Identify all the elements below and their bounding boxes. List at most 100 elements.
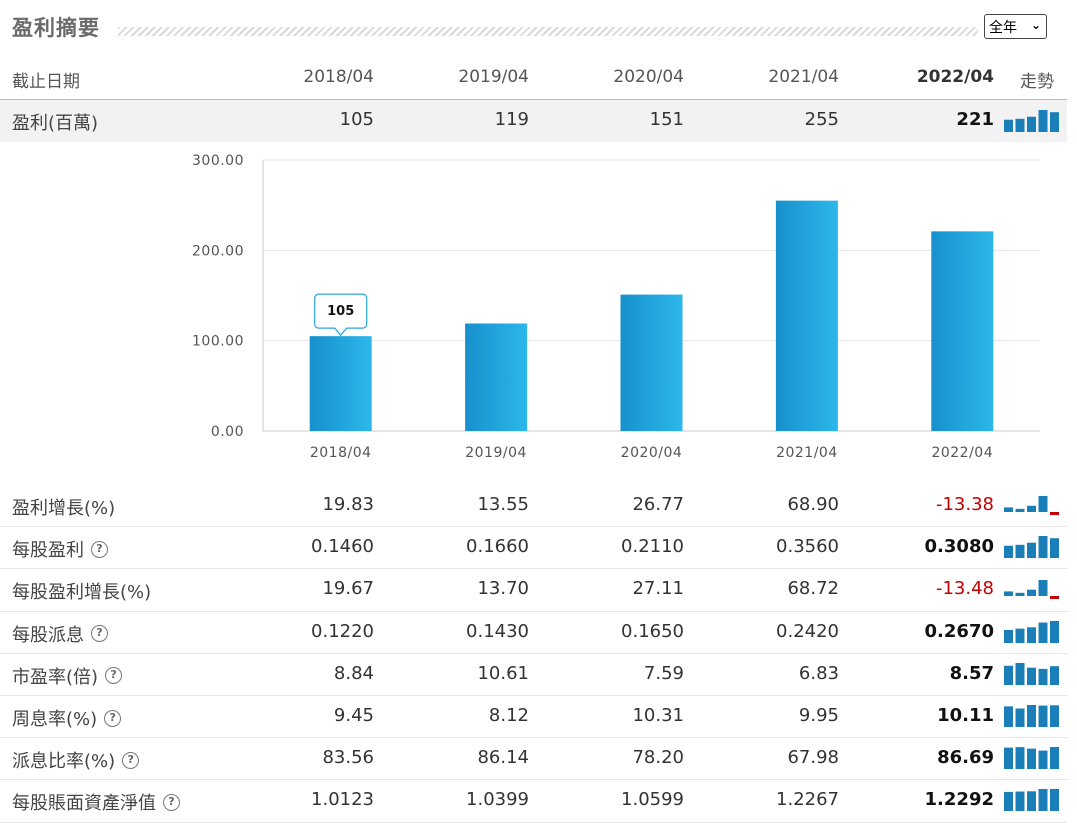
date-header: 2018/04	[303, 67, 374, 87]
metric-row[interactable]: 每股賬面資產淨值? 1.0123 1.0399 1.0599 1.2267 1.2292	[0, 780, 1067, 823]
profit-value: 255	[804, 109, 839, 130]
sparkline-bar	[1027, 748, 1036, 770]
sparkline-bar	[1050, 596, 1059, 600]
sparkline-bar	[1004, 706, 1013, 727]
metric-row[interactable]: 派息比率(%)? 83.56 86.14 78.20 67.98 86.69	[0, 738, 1067, 781]
x-tick-label: 2021/04	[776, 445, 838, 461]
metric-value: 27.11	[632, 578, 684, 600]
metric-value: 13.55	[477, 494, 529, 515]
profit-value: 221	[956, 109, 994, 130]
metric-value: 1.2267	[776, 789, 839, 811]
metric-value: 1.0123	[311, 789, 374, 811]
period-select[interactable]: 全年 ⌄	[984, 14, 1047, 39]
profit-row[interactable]: 盈利(百萬) 105 119 151 255 221	[0, 100, 1067, 142]
profit-value: 151	[649, 109, 684, 130]
metric-value: 86.14	[477, 747, 529, 769]
help-icon[interactable]: ?	[104, 709, 122, 727]
metric-label-text: 每股盈利增長(%)	[12, 582, 152, 604]
metric-sparkline	[1004, 747, 1059, 770]
metric-row[interactable]: 周息率(%)? 9.45 8.12 10.31 9.95 10.11	[0, 696, 1067, 739]
metric-row[interactable]: 每股派息? 0.1220 0.1430 0.1650 0.2420 0.2670	[0, 612, 1067, 654]
sparkline-bar	[1027, 705, 1036, 727]
sparkline-bar	[1015, 747, 1025, 770]
metric-value: 78.20	[632, 747, 684, 769]
profit-value: 119	[494, 109, 529, 130]
y-tick-label: 300.00	[192, 153, 244, 169]
section-header: 盈利摘要 全年 ⌄	[0, 0, 1077, 52]
metric-label: 盈利增長(%)	[12, 494, 115, 520]
sparkline-bar	[1050, 705, 1059, 727]
profit-bar-chart: 0.00 100.00 200.00 300.00 2018/04 105 2019/04 2…	[192, 153, 1040, 461]
metric-row[interactable]: 每股盈利增長(%) 19.67 13.70 27.11 68.72 -13.48	[0, 569, 1067, 612]
metric-value: 10.31	[632, 705, 684, 726]
metric-value: 9.95	[798, 705, 839, 726]
help-icon[interactable]: ?	[91, 625, 108, 643]
chart-bar	[309, 336, 372, 431]
help-icon[interactable]: ?	[163, 793, 180, 811]
metric-value: 13.70	[477, 578, 529, 600]
metric-value: 0.2420	[776, 620, 839, 642]
sparkline-bar	[1004, 629, 1013, 643]
sparkline-bar	[1004, 665, 1013, 685]
period-select-value: 全年	[989, 19, 1017, 36]
help-icon[interactable]: ?	[122, 751, 140, 769]
sparkline-bar	[1015, 708, 1025, 727]
chevron-down-icon: ⌄	[1030, 18, 1041, 32]
sparkline-bar	[1015, 791, 1025, 812]
metric-label-text: 周息率(%)	[12, 709, 98, 730]
metric-label: 周息率(%)?	[12, 705, 122, 731]
title-divider	[118, 27, 978, 36]
x-tick-label: 2018/04	[310, 445, 372, 461]
sparkline-bar	[1004, 747, 1013, 770]
metric-label: 每股盈利增長(%)	[12, 578, 151, 604]
sparkline-bar	[1050, 620, 1059, 643]
section-title: 盈利摘要	[12, 16, 100, 40]
sparkline-bar	[1038, 789, 1048, 812]
date-header-label: 截止日期	[12, 72, 80, 92]
metric-row[interactable]: 每股盈利? 0.1460 0.1660 0.2110 0.3560 0.3080	[0, 527, 1067, 570]
metric-sparkline	[1004, 580, 1059, 600]
metric-label-text: 每股賬面資產淨值	[12, 793, 156, 815]
sparkline-bar	[1004, 545, 1013, 559]
sparkline-bar	[1038, 496, 1048, 512]
metric-value: 8.57	[949, 662, 994, 684]
metric-value: 0.1650	[621, 620, 684, 642]
metric-value: 10.11	[937, 705, 994, 726]
sparkline-bar	[1038, 622, 1048, 643]
metric-value: 8.12	[488, 705, 529, 726]
metric-value: 19.83	[322, 494, 374, 515]
help-icon[interactable]: ?	[105, 667, 123, 685]
metric-value: 7.59	[643, 662, 684, 684]
metric-value: 0.1460	[311, 536, 374, 558]
metric-value: 19.67	[322, 578, 374, 600]
chart-bar	[775, 200, 838, 431]
chart-bar	[465, 323, 528, 431]
x-tick-label: 2022/04	[931, 445, 993, 461]
metric-value: 0.2670	[924, 620, 994, 642]
metric-row[interactable]: 市盈率(倍)? 8.84 10.61 7.59 6.83 8.57	[0, 654, 1067, 696]
profit-value: 105	[339, 109, 374, 130]
y-tick-label: 0.00	[211, 424, 244, 440]
metric-label-text: 每股盈利	[12, 540, 84, 562]
metric-row[interactable]: 盈利增長(%) 19.83 13.55 26.77 68.90 -13.38	[0, 485, 1067, 528]
help-icon[interactable]: ?	[91, 540, 108, 558]
sparkline-bar	[1050, 747, 1059, 770]
y-tick-label: 100.00	[192, 334, 244, 350]
profit-label: 盈利(百萬)	[12, 113, 99, 134]
sparkline-bar	[1050, 112, 1059, 132]
sparkline-bar	[1027, 505, 1036, 512]
chart-tooltip	[314, 293, 368, 337]
metric-value: 68.72	[787, 578, 839, 600]
metric-value: 83.56	[322, 747, 374, 769]
date-header: 2019/04	[458, 67, 529, 87]
metric-value: -13.48	[935, 578, 994, 600]
sparkline-bar	[1038, 580, 1048, 597]
metric-value: 10.61	[477, 662, 529, 684]
metric-label: 每股派息?	[12, 621, 108, 647]
metric-value: 0.2110	[621, 536, 684, 558]
sparkline-bar	[1015, 628, 1025, 643]
metric-value: 0.1430	[466, 620, 529, 642]
sparkline-bar	[1015, 544, 1025, 559]
metric-value: 26.77	[632, 494, 684, 515]
metric-sparkline	[1004, 496, 1059, 515]
